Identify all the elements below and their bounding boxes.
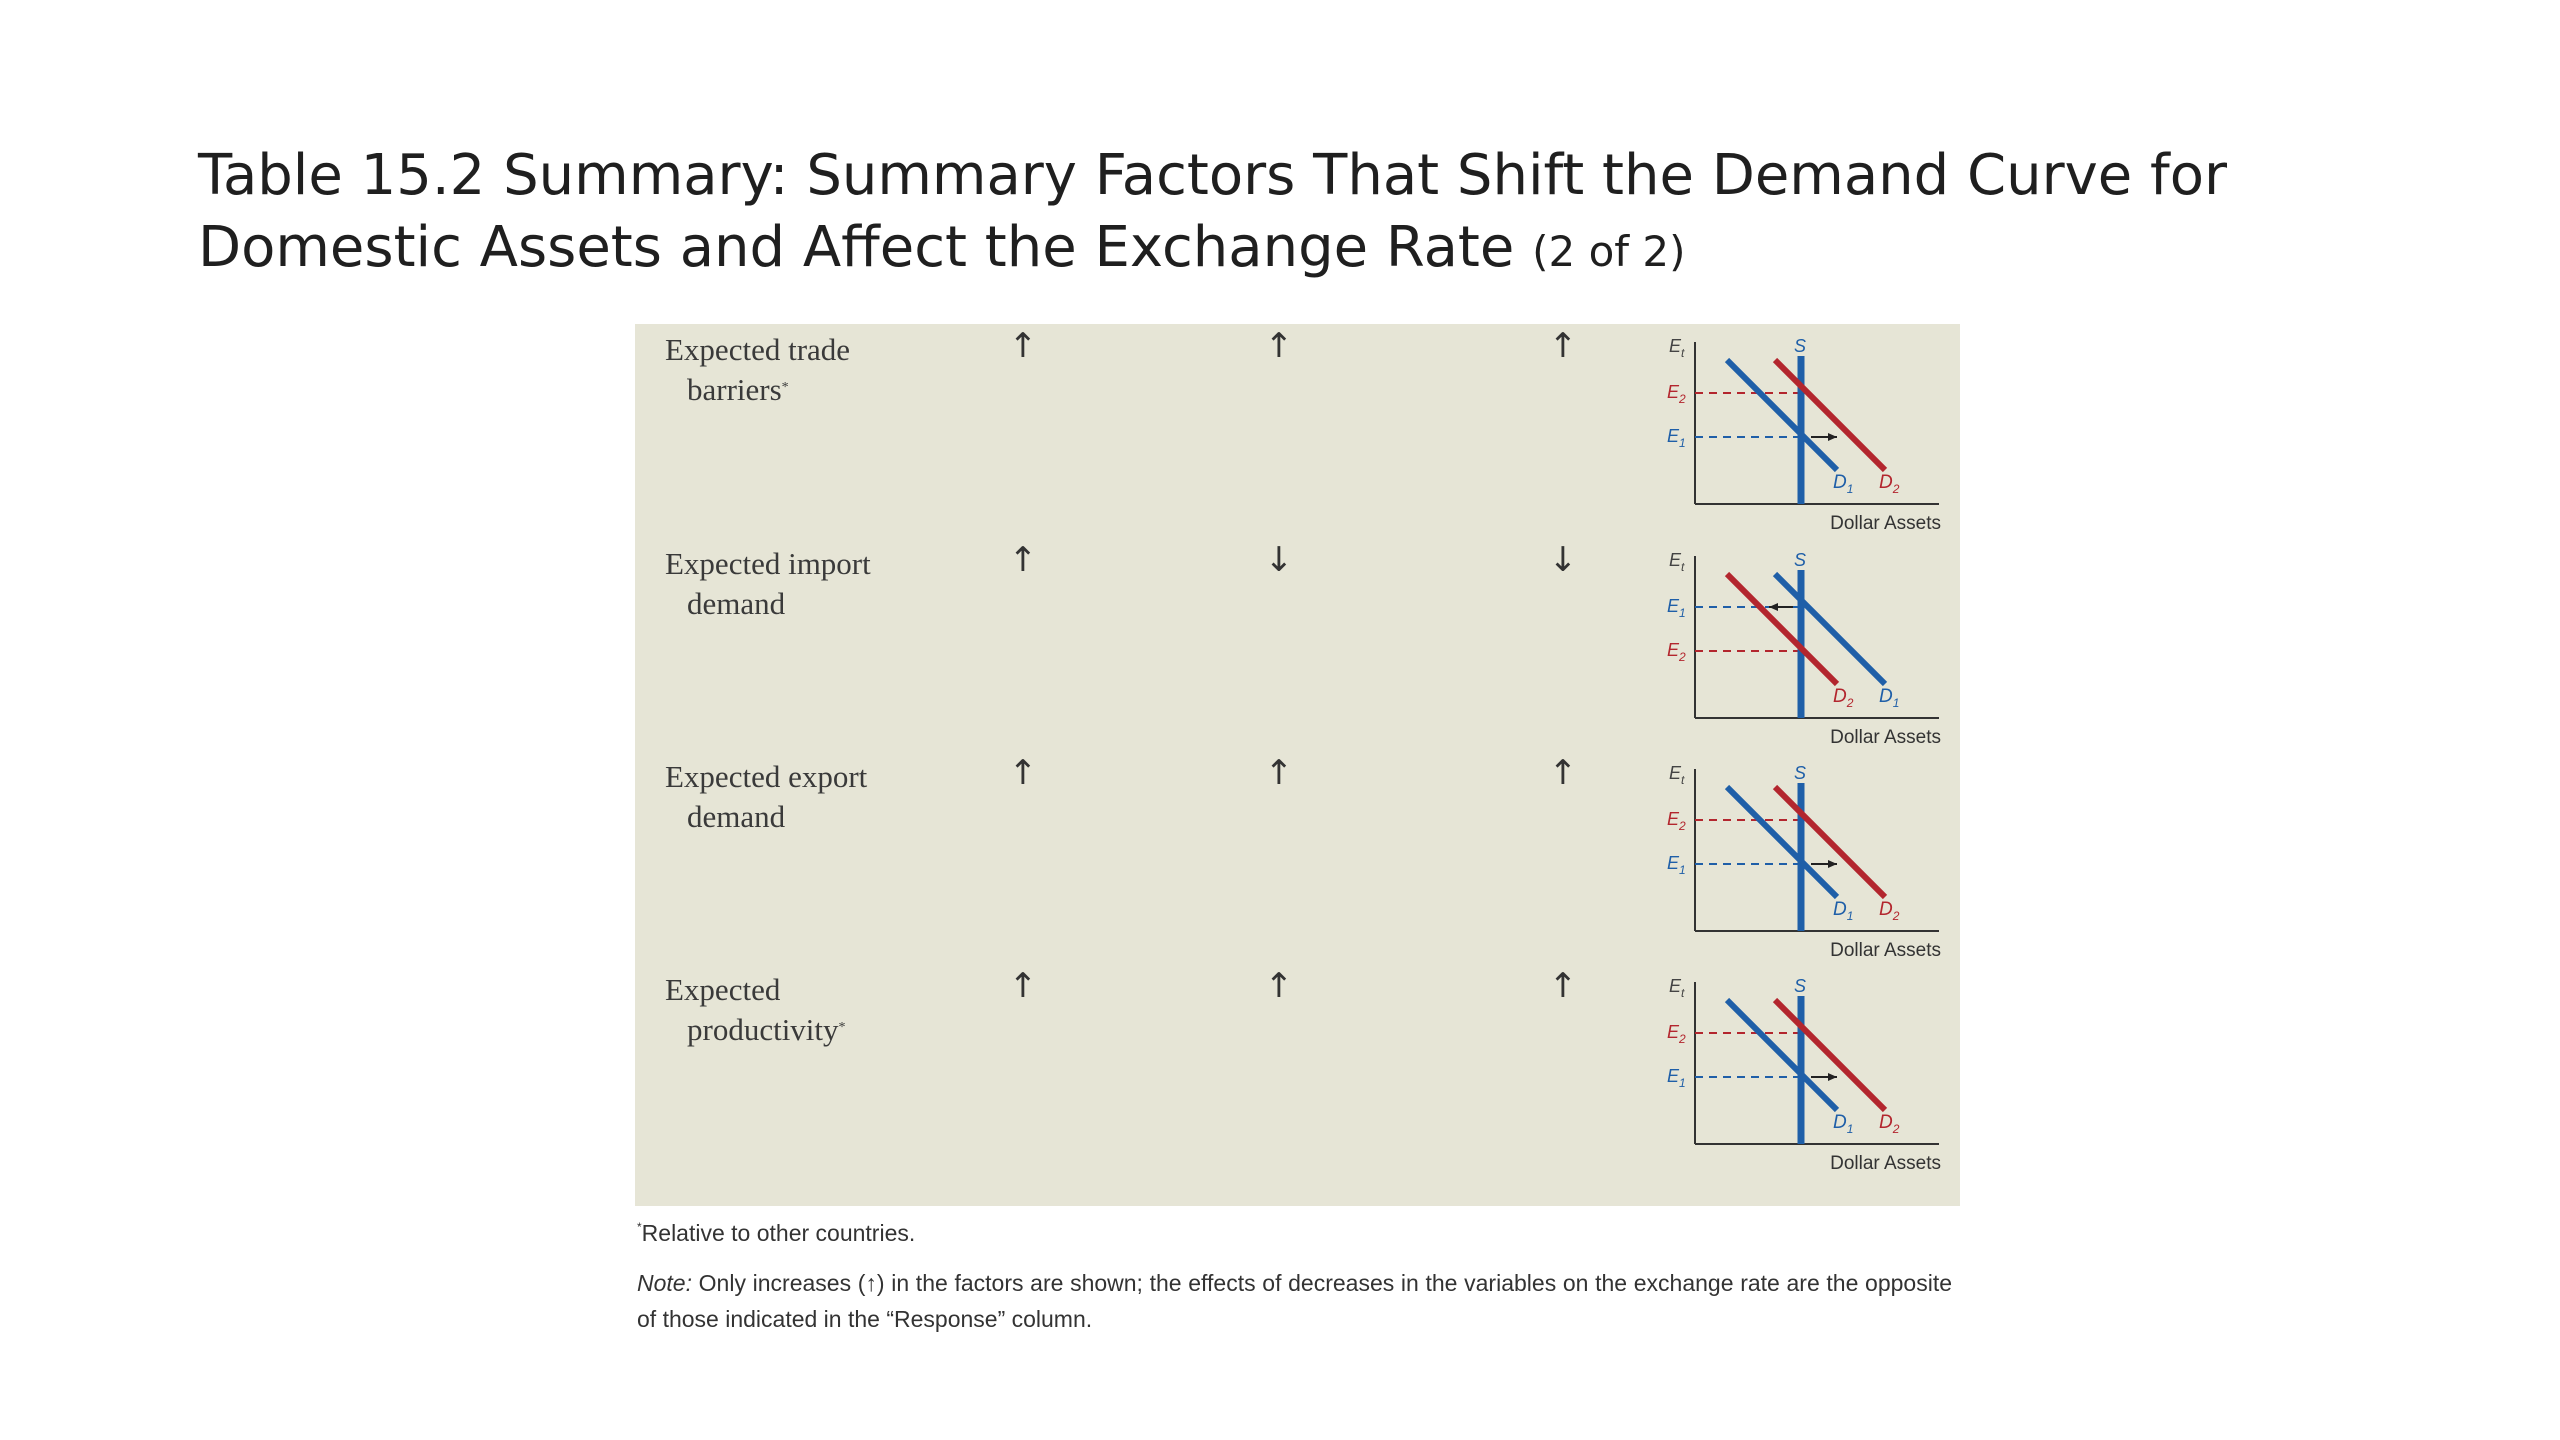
x-axis-label: Dollar Assets	[1830, 940, 1941, 961]
e2-label: E2	[1667, 1022, 1686, 1046]
demand-curve-d2	[1772, 357, 1888, 473]
supply-label: S	[1794, 976, 1806, 996]
x-axis-label: Dollar Assets	[1830, 727, 1941, 748]
response-arrow-2: ↑	[1264, 753, 1294, 793]
response-arrow-3: ↓	[1548, 540, 1578, 580]
response-arrow-2: ↑	[1264, 966, 1294, 1006]
factor-label: Expected productivity*	[665, 970, 985, 1050]
response-arrow-1: ↑	[1008, 540, 1038, 580]
shift-arrow-head	[1769, 603, 1778, 611]
factor-line2-text: demand	[687, 586, 786, 621]
e1-label: E1	[1667, 426, 1686, 450]
shift-graph-svg: Et E2 E1 S D1 D2 Dollar Assets	[1667, 976, 1941, 1174]
response-arrow-1: ↑	[1008, 753, 1038, 793]
d1-label: D1	[1833, 472, 1853, 496]
e2-label: E2	[1667, 640, 1686, 664]
factor-label: Expected trade barriers*	[665, 330, 985, 410]
supply-label: S	[1794, 550, 1806, 570]
d2-label: D2	[1879, 472, 1900, 496]
demand-curve-d2	[1772, 997, 1888, 1113]
shift-graph: Et E2 E1 S D1 D2 Dollar Assets	[1665, 970, 1950, 1180]
shift-arrow-head	[1828, 1073, 1837, 1081]
shift-graph: Et E2 E1 S D1 D2 Dollar Assets	[1665, 330, 1950, 540]
d1-label: D1	[1833, 1112, 1853, 1136]
x-axis-label: Dollar Assets	[1830, 513, 1941, 534]
note-lead: Note:	[637, 1270, 692, 1296]
factor-label: Expected export demand	[665, 757, 985, 837]
factor-line2: barriers*	[665, 370, 985, 410]
response-arrow-3: ↑	[1548, 326, 1578, 366]
slide-title: Table 15.2 Summary: Summary Factors That…	[198, 140, 2458, 288]
table-note: Note: Only increases (↑) in the factors …	[637, 1265, 1952, 1337]
title-main: Table 15.2 Summary: Summary Factors That…	[198, 143, 2227, 280]
factor-line2: demand	[665, 584, 985, 624]
demand-curve-d2	[1724, 571, 1840, 687]
d1-label: D1	[1833, 899, 1853, 923]
table-row: Expected productivity* ↑ ↑ ↑ Et E2 E1 S D1 D2 Dolla…	[635, 964, 1960, 1178]
factors-table: Expected trade barriers* ↑ ↑ ↑ Et E2 E1 S D1 D2 Dol…	[635, 324, 1960, 1206]
e1-label: E1	[1667, 1066, 1686, 1090]
y-axis-label: Et	[1669, 550, 1685, 574]
shift-graph-svg: Et E2 E1 S D1 D2 Dollar Assets	[1667, 336, 1941, 534]
factor-line1: Expected trade	[665, 332, 851, 367]
supply-label: S	[1794, 336, 1806, 356]
shift-graph: Et E2 E1 S D1 D2 Dollar Assets	[1665, 757, 1950, 967]
note-text: Only increases (↑) in the factors are sh…	[637, 1270, 1953, 1332]
response-arrow-3: ↑	[1548, 753, 1578, 793]
d2-label: D2	[1833, 686, 1854, 710]
factor-footnote-mark: *	[838, 1020, 846, 1035]
y-axis-label: Et	[1669, 763, 1685, 787]
shift-arrow-head	[1828, 860, 1837, 868]
demand-curve-d1	[1724, 784, 1840, 900]
shift-graph: Et E2 E1 S D2 D1 Dollar Assets	[1665, 544, 1950, 754]
table-row: Expected import demand ↑ ↓ ↓ Et E2 E1 S D2 D1 Dolla…	[635, 538, 1960, 752]
x-axis-label: Dollar Assets	[1830, 1153, 1941, 1174]
d1-label: D1	[1879, 686, 1899, 710]
response-arrow-1: ↑	[1008, 966, 1038, 1006]
footnote: *Relative to other countries.	[637, 1220, 915, 1247]
footnote-mark: *	[637, 1220, 642, 1234]
response-arrow-2: ↓	[1264, 540, 1294, 580]
demand-curve-d2	[1772, 784, 1888, 900]
factor-line2-text: barriers	[687, 372, 782, 407]
footnote-text: Relative to other countries.	[641, 1220, 916, 1246]
demand-curve-d1	[1724, 357, 1840, 473]
y-axis-label: Et	[1669, 336, 1685, 360]
e1-label: E1	[1667, 596, 1686, 620]
demand-curve-d1	[1772, 571, 1888, 687]
response-arrow-3: ↑	[1548, 966, 1578, 1006]
e1-label: E1	[1667, 853, 1686, 877]
e2-label: E2	[1667, 809, 1686, 833]
factor-line1: Expected export	[665, 759, 868, 794]
factor-label: Expected import demand	[665, 544, 985, 624]
factor-line2-text: productivity	[687, 1012, 839, 1047]
e2-label: E2	[1667, 382, 1686, 406]
title-sub: (2 of 2)	[1532, 227, 1686, 276]
table-row: Expected trade barriers* ↑ ↑ ↑ Et E2 E1 S D1 D2 Dol…	[635, 324, 1960, 538]
factor-line2-text: demand	[687, 799, 786, 834]
y-axis-label: Et	[1669, 976, 1685, 1000]
d2-label: D2	[1879, 899, 1900, 923]
shift-graph-svg: Et E2 E1 S D1 D2 Dollar Assets	[1667, 763, 1941, 961]
factor-line2: productivity*	[665, 1010, 985, 1050]
factor-footnote-mark: *	[781, 380, 789, 395]
shift-arrow-head	[1828, 433, 1837, 441]
factor-line1: Expected import	[665, 546, 871, 581]
shift-graph-svg: Et E2 E1 S D2 D1 Dollar Assets	[1667, 550, 1941, 748]
supply-label: S	[1794, 763, 1806, 783]
demand-curve-d1	[1724, 997, 1840, 1113]
d2-label: D2	[1879, 1112, 1900, 1136]
factor-line2: demand	[665, 797, 985, 837]
response-arrow-1: ↑	[1008, 326, 1038, 366]
response-arrow-2: ↑	[1264, 326, 1294, 366]
table-row: Expected export demand ↑ ↑ ↑ Et E2 E1 S D1 D2 Dolla…	[635, 751, 1960, 965]
factor-line1: Expected	[665, 972, 781, 1007]
